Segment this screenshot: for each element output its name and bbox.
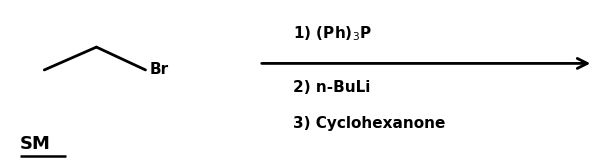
- Text: SM: SM: [20, 135, 51, 153]
- Text: 3) Cyclohexanone: 3) Cyclohexanone: [293, 116, 445, 131]
- Text: 1) (Ph)$_3$P: 1) (Ph)$_3$P: [293, 25, 371, 43]
- Text: Br: Br: [150, 62, 169, 77]
- Text: 2) n-BuLi: 2) n-BuLi: [293, 80, 370, 95]
